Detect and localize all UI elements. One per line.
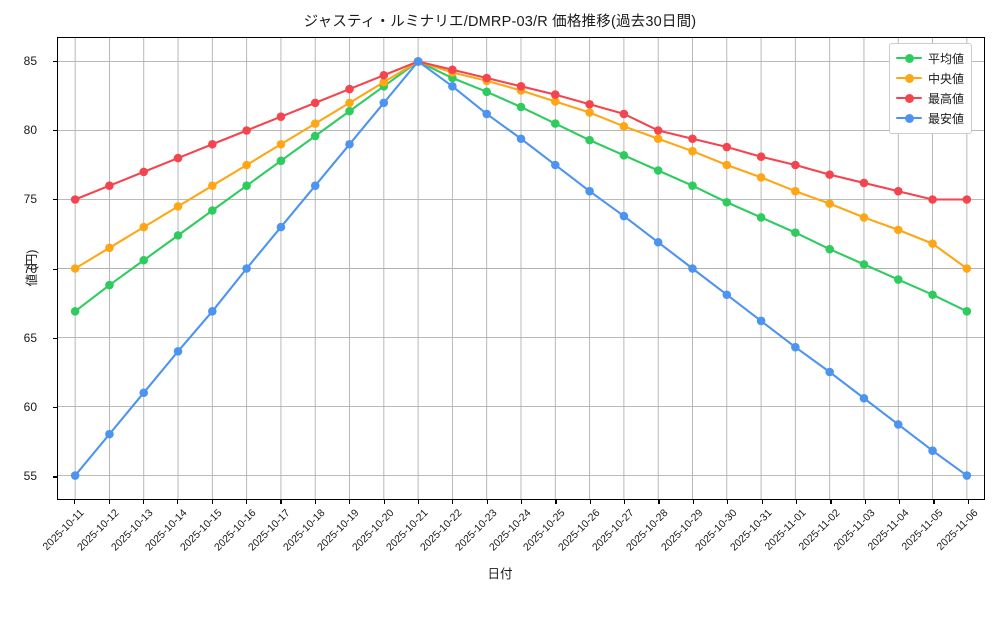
y-axis-tick: 75: [23, 192, 37, 207]
y-axis-label: 値 (円): [24, 249, 39, 287]
x-axis-tick-mark: [486, 500, 488, 504]
legend-marker-icon: [896, 71, 922, 85]
x-axis-tick-mark: [211, 500, 213, 504]
x-axis-tick-mark: [933, 500, 935, 504]
x-axis-tick-mark: [142, 500, 145, 504]
x-axis-tick-mark: [521, 500, 523, 504]
legend-marker-icon: [896, 91, 922, 105]
y-axis-tick-labels: 55 60 65 70 75 80 85: [0, 37, 47, 500]
x-axis-tick-mark: [967, 500, 969, 504]
chart-figure: ジャスティ・ルミナリエ/DMRP-03/R 価格推移(過去30日間) 55 60 6…: [0, 14, 985, 600]
y-axis-tick: 80: [23, 122, 37, 137]
x-axis-tick-mark: [383, 500, 385, 504]
chart-title: ジャスティ・ルミナリエ/DMRP-03/R 価格推移(過去30日間): [303, 14, 697, 30]
x-axis-tick-mark: [899, 500, 901, 504]
x-axis-tick-mark: [555, 500, 557, 504]
x-axis-tick-mark: [727, 500, 729, 504]
x-axis-tick-mark: [624, 500, 626, 504]
y-axis-tick: 60: [23, 400, 37, 415]
y-axis-tick-mark: [53, 476, 57, 478]
legend-item-3[interactable]: 最高値: [896, 88, 964, 108]
y-axis-tick: 55: [23, 469, 37, 484]
legend-item-4[interactable]: 最安値: [896, 108, 964, 128]
x-axis-tick-mark: [795, 500, 798, 504]
legend-label: 最高値: [928, 91, 965, 106]
x-axis-tick-mark: [658, 500, 660, 504]
x-axis-tick-mark: [589, 500, 591, 504]
legend-label: 平均値: [928, 51, 965, 66]
y-axis-tick-mark: [53, 337, 57, 339]
y-axis-tick: 85: [23, 53, 37, 68]
y-axis-tick: 65: [23, 330, 37, 345]
x-axis-tick-mark: [74, 500, 76, 504]
x-axis-tick-mark: [349, 500, 351, 504]
legend-marker-icon: [896, 111, 922, 125]
legend-label: 最安値: [928, 111, 965, 126]
x-axis-tick-mark: [314, 500, 316, 504]
grid-lines: [58, 38, 984, 499]
x-axis-tick-mark: [761, 500, 763, 504]
legend-item-2[interactable]: 中央値: [896, 68, 964, 88]
legend-label: 中央値: [928, 71, 965, 86]
x-axis-tick-mark: [452, 500, 454, 504]
x-axis-tick-mark: [692, 500, 695, 504]
x-axis-tick-mark: [246, 500, 248, 504]
y-axis-tick: 70: [23, 261, 37, 276]
x-axis-label: 日付: [487, 567, 513, 581]
y-axis-tick-mark: [53, 268, 57, 270]
y-axis-tick-mark: [53, 129, 57, 132]
x-axis-tick-mark: [830, 500, 832, 504]
plot-area: [57, 37, 985, 500]
x-axis-tick-mark: [177, 500, 179, 504]
y-axis-tick-mark: [53, 199, 57, 201]
x-axis-tick-mark: [280, 500, 282, 504]
x-axis-tick-mark: [108, 500, 110, 504]
x-axis-tick-mark: [417, 500, 420, 504]
legend-marker-icon: [896, 51, 922, 65]
y-axis-tick-marks: [47, 37, 57, 500]
y-axis-tick-mark: [53, 407, 57, 409]
x-axis-tick-labels: 2025-10-11 2025-10-12 2025-10-13 2025-10-14…: [41, 500, 985, 600]
chart-legend: 平均値中央値最高値最安値: [889, 43, 973, 134]
y-axis-tick-mark: [53, 60, 57, 62]
data-series-layer: [70, 57, 972, 480]
x-axis-tick-mark: [864, 500, 866, 504]
legend-item-1[interactable]: 平均値: [896, 48, 964, 68]
